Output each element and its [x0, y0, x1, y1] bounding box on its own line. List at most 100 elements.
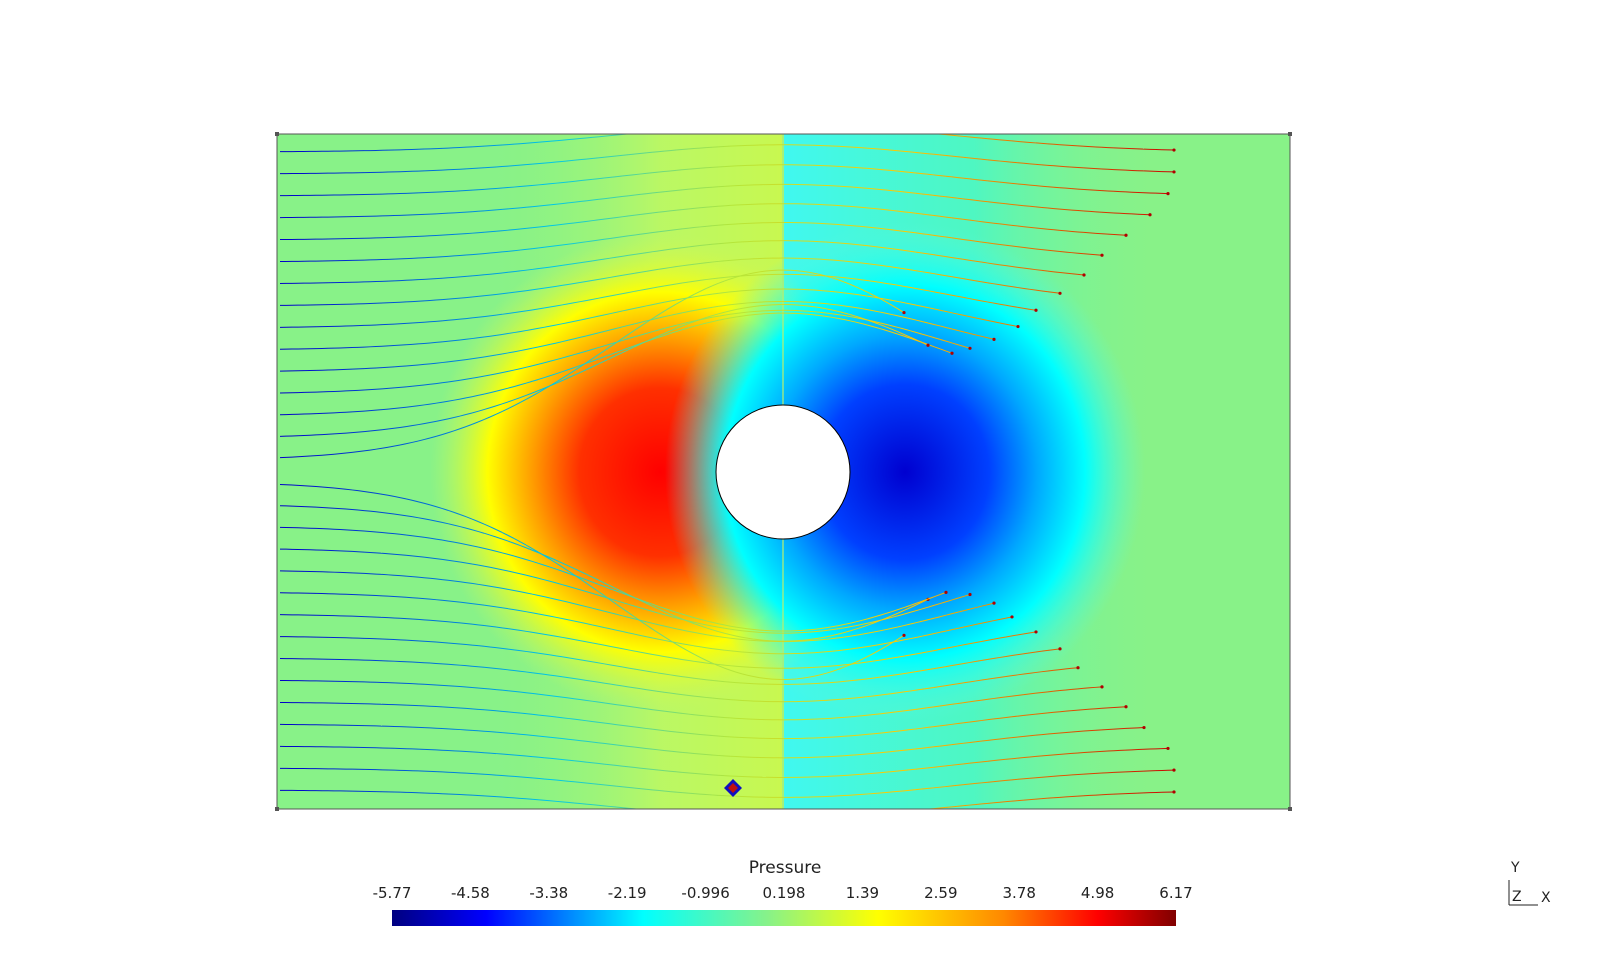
- streamline-segment: [471, 545, 479, 548]
- streamline-segment: [831, 633, 839, 637]
- streamline-segment: [885, 657, 893, 660]
- streamline-segment: [615, 603, 623, 609]
- streamline-segment: [549, 381, 557, 387]
- streamline-segment: [693, 645, 701, 648]
- streamline-segment: [699, 279, 707, 281]
- streamline-segment: [657, 249, 665, 252]
- streamline-segment: [621, 273, 629, 276]
- streamline-segment: [663, 770, 671, 772]
- streamline-segment: [591, 219, 599, 222]
- streamline-segment: [555, 562, 563, 568]
- streamline-segment: [885, 791, 893, 793]
- streamline-segment: [531, 184, 539, 186]
- streamline-segment: [597, 804, 605, 807]
- streamline-segment: [423, 536, 431, 539]
- streamline-segment: [609, 785, 617, 787]
- streamline-segment: [867, 622, 875, 626]
- streamline-segment: [813, 314, 821, 317]
- streamline-segment: [669, 169, 677, 172]
- streamline-segment: [957, 295, 965, 299]
- streamline-segment: [441, 340, 449, 343]
- streamline-segment: [567, 738, 575, 741]
- streamline-segment: [1011, 736, 1019, 739]
- streamline-segment: [927, 272, 935, 275]
- streamline-segment: [459, 542, 467, 545]
- axis-label-z: Z: [1512, 889, 1522, 905]
- streamline-segment: [573, 180, 581, 182]
- streamline-segment: [681, 311, 689, 314]
- streamline-segment: [399, 514, 407, 517]
- streamline-segment: [639, 767, 647, 770]
- streamline-segment: [465, 338, 473, 340]
- streamline-segment: [489, 709, 497, 712]
- streamline-segment: [615, 684, 623, 687]
- streamline-segment: [1065, 272, 1073, 275]
- streamline-segment: [945, 275, 953, 278]
- streamline-segment: [969, 741, 977, 743]
- streamline-segment: [987, 657, 995, 660]
- streamline-segment: [927, 173, 935, 176]
- streamline-segment: [891, 730, 899, 733]
- streamline-segment: [1017, 204, 1025, 207]
- streamline-segment: [675, 169, 683, 171]
- streamline-segment: [633, 321, 641, 325]
- streamline-segment: [945, 134, 953, 136]
- streamline-segment: [615, 293, 623, 296]
- streamline-segment: [933, 234, 941, 237]
- colorbar-tick-label: 1.39: [845, 884, 880, 902]
- streamline-segment: [435, 401, 443, 404]
- streamline-endpoint: [1076, 666, 1080, 670]
- streamline-segment: [531, 288, 539, 291]
- streamline-segment: [939, 215, 947, 218]
- streamline-segment: [981, 261, 989, 264]
- streamline-segment: [621, 592, 629, 596]
- streamline-segment: [1017, 162, 1025, 164]
- streamline-segment: [921, 707, 929, 710]
- streamline-segment: [495, 251, 503, 253]
- streamline-segment: [729, 625, 737, 628]
- streamline-segment: [669, 791, 677, 793]
- streamline-segment: [891, 615, 899, 618]
- streamline-segment: [687, 168, 695, 170]
- streamline-segment: [921, 213, 929, 216]
- streamline-segment: [531, 163, 539, 165]
- streamline-segment: [483, 374, 491, 377]
- streamline-segment: [807, 271, 815, 274]
- streamline-segment: [1017, 633, 1025, 636]
- streamline-segment: [861, 187, 869, 189]
- streamline-segment: [909, 192, 917, 194]
- streamline-segment: [873, 294, 881, 300]
- streamline-segment: [1041, 691, 1049, 693]
- streamline-segment: [1047, 754, 1055, 756]
- streamline-segment: [741, 311, 749, 314]
- streamline-segment: [975, 317, 983, 320]
- streamline-segment: [717, 314, 725, 317]
- streamline-segment: [585, 317, 593, 320]
- streamline-segment: [513, 690, 521, 693]
- streamline-segment: [375, 492, 383, 495]
- streamline-segment: [495, 389, 503, 392]
- streamline-segment: [591, 363, 599, 368]
- streamline-segment: [993, 321, 1001, 324]
- streamline-segment: [951, 723, 959, 725]
- streamline-segment: [609, 176, 617, 178]
- streamline-segment: [567, 320, 575, 324]
- streamline-segment: [963, 258, 971, 261]
- streamline-segment: [585, 358, 593, 364]
- streamline-segment: [849, 628, 857, 632]
- streamline-segment: [693, 207, 701, 209]
- streamline-segment: [651, 329, 659, 333]
- streamline-segment: [681, 264, 689, 267]
- streamline-segment: [543, 555, 551, 560]
- streamline-segment: [663, 333, 671, 336]
- streamline-segment: [417, 501, 425, 504]
- streamline-segment: [837, 632, 845, 635]
- streamline-segment: [957, 763, 965, 766]
- streamline-segment: [603, 626, 611, 630]
- streamline-segment: [453, 580, 461, 583]
- axis-label-y: Y: [1511, 860, 1520, 876]
- streamline-segment: [381, 446, 389, 449]
- streamline-segment: [405, 554, 413, 557]
- streamline-segment: [999, 223, 1007, 226]
